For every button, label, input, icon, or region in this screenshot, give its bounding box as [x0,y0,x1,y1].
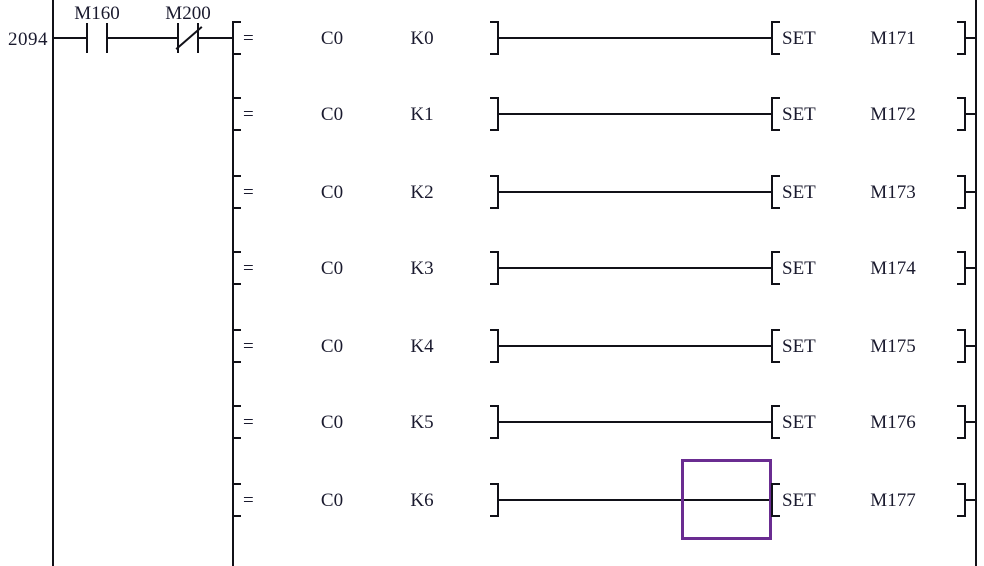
compare-operand1-row-6: C0 [320,412,344,433]
left-power-rail [52,0,54,566]
wire-output-to-right-rail-row-2 [966,113,977,115]
output-operand-row-3: M173 [870,182,916,203]
output-open-bracket-row-1[interactable] [771,21,780,55]
compare-close-bracket-row-1[interactable] [490,21,499,55]
output-instruction-row-4: SET [782,258,816,279]
right-power-rail [975,0,977,566]
output-close-bracket-row-1[interactable] [957,21,966,55]
compare-operator-row-4: = [243,258,254,279]
output-open-bracket-row-2[interactable] [771,97,780,131]
output-open-bracket-row-6[interactable] [771,405,780,439]
output-operand-row-5: M175 [870,336,916,357]
output-instruction-row-7: SET [782,490,816,511]
compare-open-bracket-row-6[interactable] [232,405,241,439]
output-close-bracket-row-3[interactable] [957,175,966,209]
compare-operand1-row-1: C0 [320,28,344,49]
compare-operator-row-5: = [243,336,254,357]
output-instruction-row-3: SET [782,182,816,203]
compare-operand1-row-7: C0 [320,490,344,511]
compare-operand2-row-5: K4 [410,336,434,357]
output-operand-row-1: M171 [870,28,916,49]
compare-operand1-row-2: C0 [320,104,344,125]
wire-output-to-right-rail-row-1 [966,37,977,39]
wire-compare-to-output-row-6 [499,421,771,423]
output-close-bracket-row-2[interactable] [957,97,966,131]
output-close-bracket-row-5[interactable] [957,329,966,363]
compare-open-bracket-row-3[interactable] [232,175,241,209]
compare-close-bracket-row-7[interactable] [490,483,499,517]
output-instruction-row-6: SET [782,412,816,433]
compare-open-bracket-row-1[interactable] [232,21,241,55]
wire-output-to-right-rail-row-5 [966,345,977,347]
compare-open-bracket-row-4[interactable] [232,251,241,285]
compare-operator-row-6: = [243,412,254,433]
wire-compare-to-output-row-7 [499,499,771,501]
output-operand-row-2: M172 [870,104,916,125]
compare-operator-row-7: = [243,490,254,511]
output-close-bracket-row-7[interactable] [957,483,966,517]
compare-operand1-row-3: C0 [320,182,344,203]
wire-compare-to-output-row-4 [499,267,771,269]
compare-operand2-row-3: K2 [410,182,434,203]
wire-compare-to-output-row-5 [499,345,771,347]
compare-operator-row-2: = [243,104,254,125]
output-operand-row-4: M174 [870,258,916,279]
compare-operand2-row-4: K3 [410,258,434,279]
compare-close-bracket-row-5[interactable] [490,329,499,363]
output-open-bracket-row-7[interactable] [771,483,780,517]
compare-close-bracket-row-3[interactable] [490,175,499,209]
wire-compare-to-output-row-2 [499,113,771,115]
wire-contact-m200-to-bus [199,37,233,39]
output-close-bracket-row-4[interactable] [957,251,966,285]
compare-close-bracket-row-6[interactable] [490,405,499,439]
contact-m200[interactable] [175,23,203,53]
selection-cursor-box[interactable] [681,459,772,540]
compare-open-bracket-row-5[interactable] [232,329,241,363]
output-instruction-row-5: SET [782,336,816,357]
compare-operator-row-1: = [243,28,254,49]
wire-output-to-right-rail-row-3 [966,191,977,193]
output-open-bracket-row-3[interactable] [771,175,780,209]
branch-bus-line [232,37,234,566]
wire-compare-to-output-row-1 [499,37,771,39]
compare-operand2-row-2: K1 [410,104,434,125]
output-close-bracket-row-6[interactable] [957,405,966,439]
output-instruction-row-2: SET [782,104,816,125]
compare-operand2-row-7: K6 [410,490,434,511]
wire-contact-m160-to-m200 [108,37,177,39]
compare-operand2-row-1: K0 [410,28,434,49]
compare-operator-row-3: = [243,182,254,203]
compare-open-bracket-row-7[interactable] [232,483,241,517]
compare-operand1-row-5: C0 [320,336,344,357]
wire-rail-to-contact-m160 [52,37,86,39]
contact-label-m160: M160 [74,3,120,24]
contact-label-m200: M200 [165,3,211,24]
wire-output-to-right-rail-row-6 [966,421,977,423]
rung-number: 2094 [8,29,48,50]
compare-operand2-row-6: K5 [410,412,434,433]
compare-close-bracket-row-2[interactable] [490,97,499,131]
output-open-bracket-row-5[interactable] [771,329,780,363]
output-operand-row-7: M177 [870,490,916,511]
wire-output-to-right-rail-row-7 [966,499,977,501]
compare-close-bracket-row-4[interactable] [490,251,499,285]
wire-output-to-right-rail-row-4 [966,267,977,269]
output-operand-row-6: M176 [870,412,916,433]
output-instruction-row-1: SET [782,28,816,49]
contact-m160[interactable] [86,23,108,53]
compare-open-bracket-row-2[interactable] [232,97,241,131]
compare-operand1-row-4: C0 [320,258,344,279]
output-open-bracket-row-4[interactable] [771,251,780,285]
wire-compare-to-output-row-3 [499,191,771,193]
